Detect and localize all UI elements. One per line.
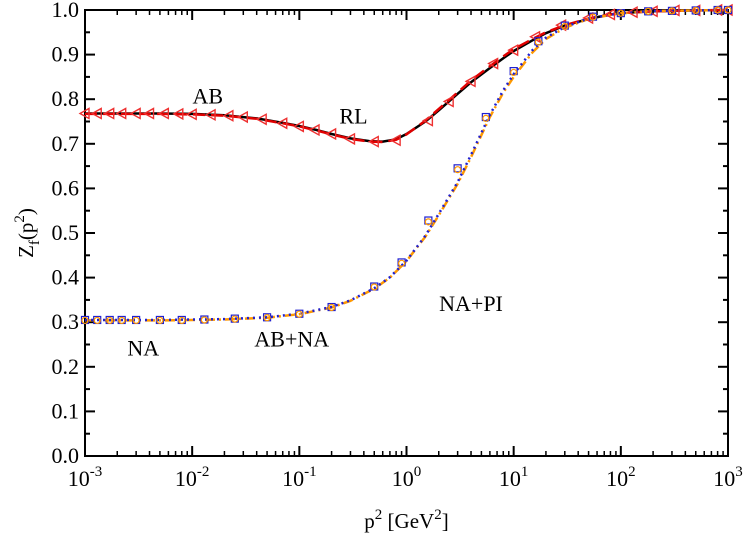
data-point-triangle [78, 107, 90, 120]
data-point-circle [263, 314, 271, 322]
data-point-triangle [103, 107, 115, 120]
data-point-triangle [344, 132, 356, 146]
data-point-triangle [115, 107, 127, 120]
data-point-triangle [367, 135, 379, 148]
y-tick-label: 0.0 [52, 443, 80, 468]
data-point-circle [132, 316, 140, 325]
data-point-circle [93, 316, 101, 325]
data-point-triangle [626, 6, 638, 19]
series-layer [78, 3, 733, 325]
data-point-triangle [129, 107, 141, 120]
marker-group-triangle-left [78, 3, 733, 148]
data-point-triangle [604, 8, 616, 21]
data-point-circle [692, 6, 700, 15]
data-point-triangle [421, 114, 434, 127]
data-point-triangle [582, 11, 594, 25]
data-point-circle [295, 310, 303, 318]
data-point-square [509, 67, 518, 76]
data-point-square [453, 164, 462, 173]
data-point-triangle [507, 43, 519, 57]
y-tick-label: 0.3 [52, 309, 80, 334]
annotation-label: AB [193, 84, 224, 109]
data-point-triangle [389, 134, 401, 147]
data-point-triangle [255, 113, 267, 126]
y-tick-label: 0.6 [52, 175, 80, 200]
data-point-circle [617, 9, 625, 17]
data-point-triangle [185, 108, 197, 121]
y-tick-label: 0.4 [52, 265, 80, 290]
data-point-triangle [276, 117, 288, 130]
data-point-circle [231, 315, 239, 323]
axis-tick-labels: 0.0 0.1 0.2 0.3 0.4 0.5 0.6 0.7 0.8 0.9 1.0 10-3 10-… [52, 0, 743, 491]
data-point-triangle [236, 110, 248, 124]
annotation-label: NA+PI [439, 291, 503, 316]
data-point-circle [81, 316, 89, 325]
x-tick-label: 10-3 [68, 464, 103, 491]
x-axis-title: p2 [GeV2] [364, 507, 448, 533]
data-point-triangle [222, 109, 234, 122]
y-tick-label: 0.9 [52, 42, 80, 67]
series-line-solid [85, 8, 729, 143]
data-point-circle [200, 316, 208, 324]
data-point-circle [156, 316, 164, 325]
data-point-triangle [646, 5, 658, 18]
y-tick-label: 0.2 [52, 354, 80, 379]
data-point-circle [644, 7, 652, 15]
data-point-circle [327, 303, 336, 312]
annotations: AB RL NA+PI NA AB+NA [127, 84, 502, 361]
data-point-circle [106, 316, 114, 325]
marker-group-circle [81, 6, 732, 325]
series-line-dotted [85, 8, 729, 322]
series-line-dashdot [85, 8, 729, 322]
data-point-triangle [487, 57, 499, 70]
plot-area [84, 9, 729, 457]
data-point-circle [178, 316, 186, 325]
y-tick-label: 0.7 [52, 131, 80, 156]
data-point-circle [397, 259, 406, 267]
data-point-circle [454, 166, 462, 174]
x-tick-label: 100 [392, 464, 422, 491]
data-point-circle [424, 218, 432, 226]
data-point-triangle [292, 120, 305, 133]
data-point-square [424, 216, 433, 225]
x-tick-label: 10-2 [175, 464, 210, 491]
data-point-triangle [143, 107, 155, 120]
y-tick-label: 1.0 [52, 0, 80, 22]
data-point-triangle [157, 107, 170, 120]
annotation-label: AB+NA [254, 327, 329, 352]
x-tick-label: 10-1 [282, 464, 317, 491]
y-tick-label: 0.1 [52, 398, 80, 423]
annotation-label: RL [339, 104, 367, 129]
x-tick-label: 101 [499, 464, 529, 491]
data-point-triangle [204, 108, 216, 121]
data-point-circle [370, 283, 378, 291]
data-point-circle [724, 6, 732, 14]
y-tick-label: 0.5 [52, 220, 80, 245]
data-point-circle [534, 38, 542, 46]
data-point-circle [510, 68, 518, 77]
data-point-circle [482, 114, 490, 122]
data-point-triangle [325, 127, 337, 141]
data-point-triangle [308, 123, 320, 137]
data-point-square [481, 112, 490, 122]
data-point-triangle [90, 107, 102, 120]
y-axis-title: Zf(p2) [12, 208, 43, 258]
marker-group-square [80, 5, 733, 325]
x-tick-label: 103 [713, 464, 743, 491]
axis-ticks [84, 9, 729, 457]
data-point-triangle [172, 107, 184, 121]
series-line-dashed [85, 8, 729, 144]
data-point-circle [714, 6, 722, 14]
y-tick-label: 0.8 [52, 86, 80, 111]
data-point-triangle [464, 75, 476, 88]
data-point-circle [561, 22, 569, 31]
data-point-circle [589, 13, 597, 21]
data-point-circle [118, 316, 126, 325]
data-point-circle [668, 7, 676, 15]
annotation-label: NA [127, 336, 159, 361]
x-tick-label: 102 [606, 464, 636, 491]
data-point-triangle [442, 95, 454, 108]
